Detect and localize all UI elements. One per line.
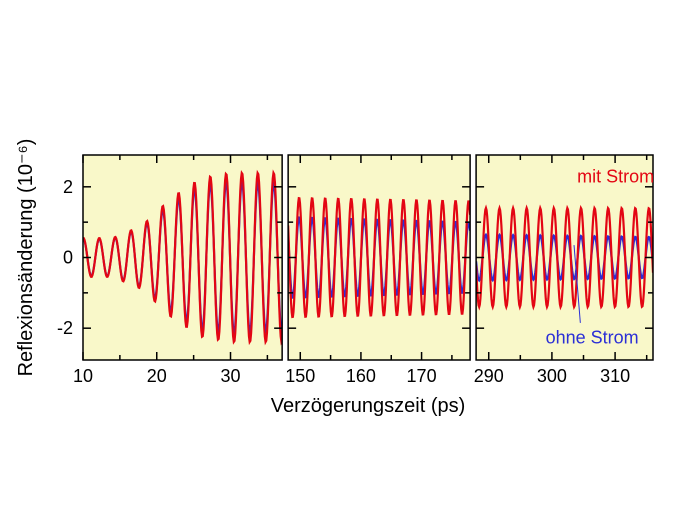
xtick-label: 30: [220, 366, 240, 386]
annotation-label: mit Strom: [577, 167, 654, 187]
xtick-label: 10: [73, 366, 93, 386]
xtick-label: 290: [474, 366, 504, 386]
xtick-label: 160: [346, 366, 376, 386]
ytick-label: 0: [63, 248, 73, 268]
y-axis-label: Reflexionsänderung (10⁻⁶): [15, 139, 37, 377]
panel-2: 290 300 310: [474, 155, 653, 386]
xtick-label: 310: [600, 366, 630, 386]
annotation-label: ohne Strom: [546, 328, 639, 348]
panel-0: 10 20 30 -2 0 2: [57, 155, 282, 386]
xtick-label: 300: [537, 366, 567, 386]
xtick-label: 150: [285, 366, 315, 386]
panel-1: 150 160 170: [285, 155, 470, 386]
ytick-label: -2: [57, 318, 73, 338]
xtick-label: 20: [147, 366, 167, 386]
chart-figure: 10 20 30 -2 0 2 150 160 170 290 300 310 mit Strom ohn…: [0, 0, 690, 517]
xtick-label: 170: [407, 366, 437, 386]
x-axis-label: Verzögerungszeit (ps): [271, 395, 466, 417]
ytick-label: 2: [63, 177, 73, 197]
annotation: mit Strom: [577, 167, 654, 187]
